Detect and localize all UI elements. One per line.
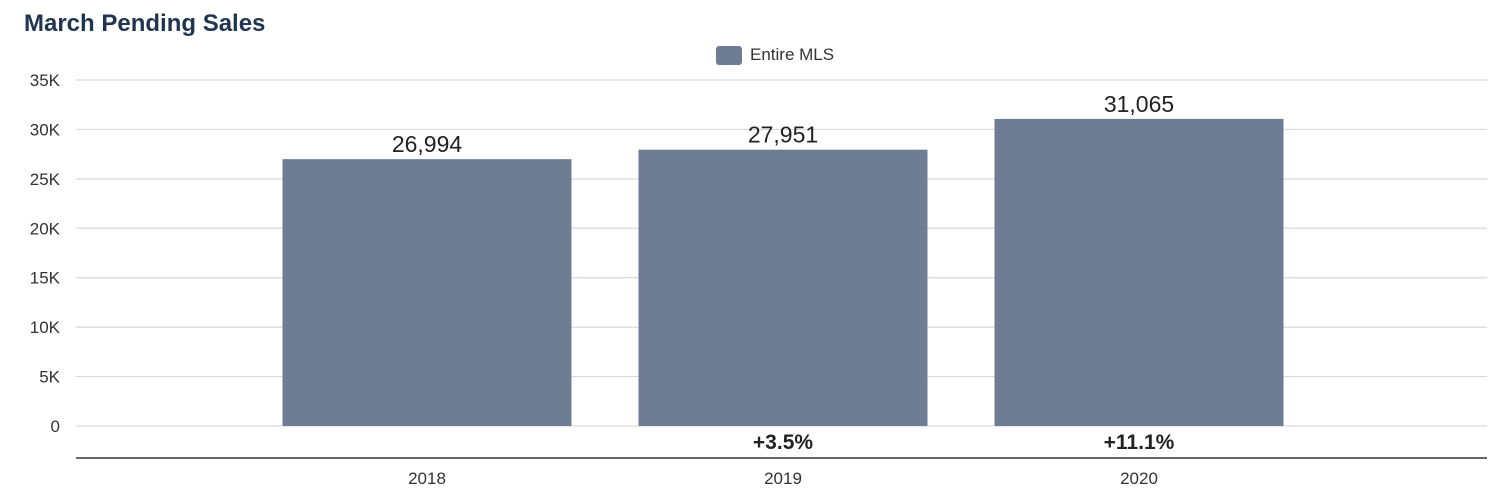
y-tick-label: 10K — [30, 318, 61, 337]
x-tick-label-2018: 2018 — [408, 469, 446, 488]
change-label-2019: +3.5% — [753, 431, 813, 454]
y-tick-label: 0 — [51, 417, 60, 436]
data-label-2020: 31,065 — [1104, 91, 1174, 117]
data-label-2018: 26,994 — [392, 131, 463, 157]
y-tick-label: 15K — [30, 269, 61, 288]
y-tick-label: 25K — [30, 170, 61, 189]
bar-2019 — [638, 149, 928, 427]
legend-swatch-entire-mls — [716, 45, 742, 65]
bar-2018 — [282, 159, 572, 427]
change-label-2020: +11.1% — [1104, 431, 1175, 454]
bar-2020 — [994, 118, 1284, 427]
data-label-2019: 27,951 — [748, 122, 818, 148]
y-tick-label: 20K — [30, 219, 61, 238]
x-tick-label-2019: 2019 — [764, 469, 802, 488]
legend: Entire MLS — [716, 45, 834, 65]
y-tick-label: 5K — [39, 368, 60, 387]
x-tick-label-2020: 2020 — [1120, 469, 1158, 488]
y-tick-label: 30K — [30, 120, 61, 139]
legend-label-entire-mls: Entire MLS — [750, 45, 835, 64]
chart-title: March Pending Sales — [24, 10, 266, 37]
y-tick-label: 35K — [30, 71, 61, 90]
